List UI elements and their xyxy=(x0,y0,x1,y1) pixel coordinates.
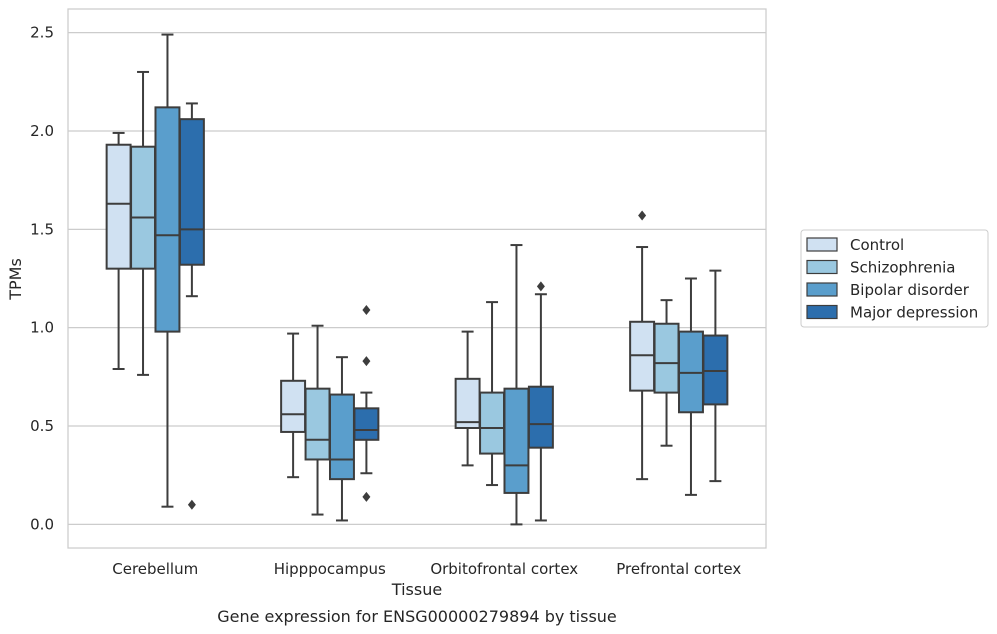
legend: Control Schizophrenia Bipolar disorder Majo… xyxy=(800,229,989,328)
iqr-box xyxy=(280,379,307,433)
outlier-point xyxy=(187,499,196,510)
legend-frame xyxy=(800,229,989,328)
y-tick-label: 1.5 xyxy=(30,220,54,238)
x-tick-label: Hipppocampus xyxy=(274,560,386,578)
iqr-box xyxy=(328,393,355,481)
legend-swatch xyxy=(806,282,838,297)
iqr-box xyxy=(130,145,157,270)
outlier-point xyxy=(638,210,647,221)
plot-area xyxy=(67,8,767,549)
legend-swatch xyxy=(806,259,838,275)
box xyxy=(353,304,380,502)
iqr-box xyxy=(353,407,380,441)
legend-swatch xyxy=(806,304,838,320)
outlier-point xyxy=(362,356,371,367)
x-tick-label: Orbitofrontal cortex xyxy=(430,560,578,578)
legend-swatch xyxy=(806,237,838,252)
outlier-point xyxy=(362,304,371,315)
legend-label: Bipolar disorder xyxy=(850,281,970,299)
box xyxy=(454,330,481,467)
iqr-box xyxy=(503,387,530,494)
iqr-box xyxy=(454,377,481,430)
x-axis-label: Tissue xyxy=(391,580,442,599)
box xyxy=(178,102,205,510)
outlier-point xyxy=(362,491,371,502)
box xyxy=(527,281,554,522)
boxes xyxy=(105,33,729,526)
iqr-box xyxy=(154,106,181,333)
y-tick-label: 0.0 xyxy=(30,515,54,533)
box xyxy=(280,332,307,479)
iqr-box xyxy=(653,322,680,394)
y-tick-label: 2.0 xyxy=(30,122,54,140)
outlier-point xyxy=(536,281,545,292)
y-axis-label: TPMs xyxy=(6,258,25,301)
iqr-box xyxy=(304,387,331,461)
x-tick-label: Cerebellum xyxy=(112,560,198,578)
iqr-box xyxy=(178,118,205,266)
iqr-box xyxy=(105,143,132,270)
x-tick-label: Prefrontal cortex xyxy=(616,560,741,578)
legend-label: Control xyxy=(850,236,904,254)
x-axis-ticks: Cerebellum Hipppocampus Orbitofrontal cort… xyxy=(112,560,741,578)
y-tick-label: 1.0 xyxy=(30,319,54,337)
y-axis-ticks: 0.0 0.5 1.0 1.5 2.0 2.5 xyxy=(30,24,54,534)
box xyxy=(479,301,506,487)
chart-caption: Gene expression for ENSG00000279894 by t… xyxy=(217,607,617,626)
box xyxy=(702,269,729,483)
iqr-box xyxy=(527,385,554,449)
legend-label: Schizophrenia xyxy=(850,259,955,277)
iqr-box xyxy=(479,391,506,455)
box xyxy=(629,210,656,481)
y-tick-label: 0.5 xyxy=(30,417,54,435)
legend-label: Major depression xyxy=(850,304,978,322)
y-tick-label: 2.5 xyxy=(30,24,54,42)
